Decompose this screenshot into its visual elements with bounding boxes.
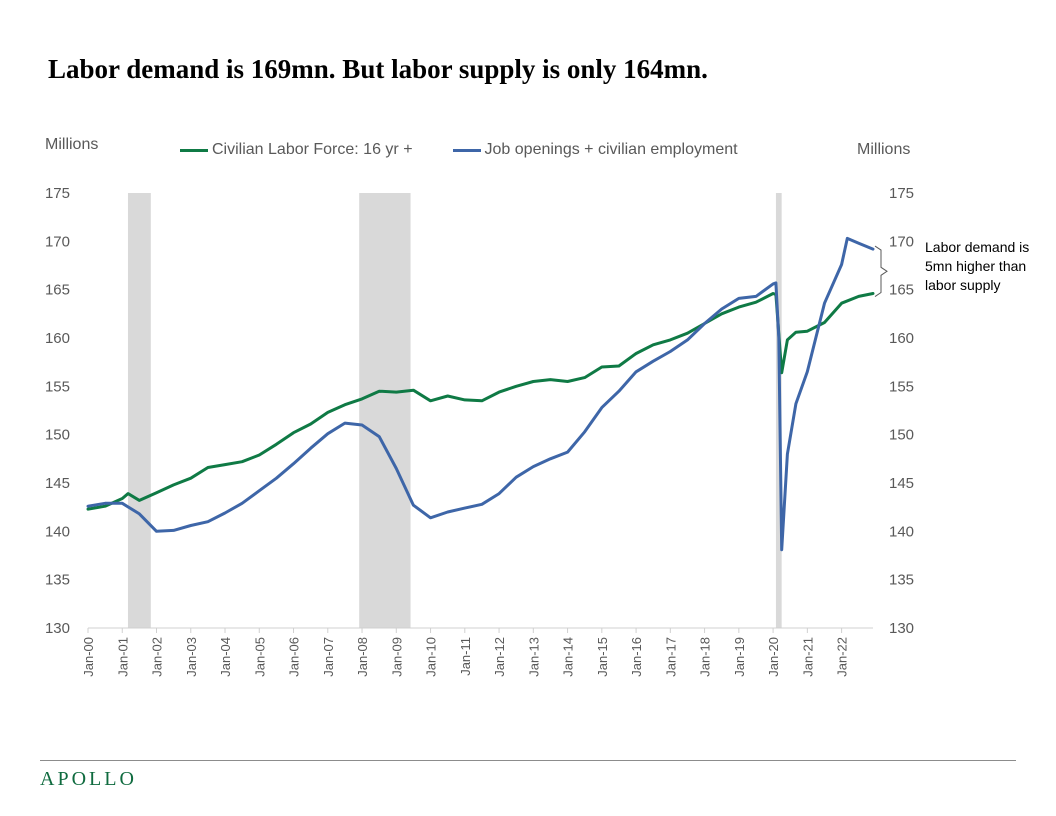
right-axis-units: Millions [857,141,911,158]
x-tick-label-7: Jan-07 [321,637,336,677]
y-tick-left-130: 130 [45,620,70,637]
x-tick-label-9: Jan-09 [389,637,404,677]
x-tick-label-4: Jan-04 [218,637,233,677]
legend-item-demand: Job openings + civilian employment [452,141,738,159]
x-tick-label-3: Jan-03 [184,637,199,677]
legend-swatch-supply [180,148,208,152]
y-tick-left-135: 135 [45,572,70,589]
y-tick-left-175: 175 [45,185,70,202]
gap-annotation: Labor demand is 5mn higher than labor su… [925,239,1030,293]
x-tick-label-21: Jan-21 [800,637,815,677]
y-tick-right-145: 145 [889,475,914,492]
line-chart: 130 130 135 135 140 140 145 145 150 150 155 155 160 1… [45,185,914,677]
legend-swatch-demand [452,148,481,152]
x-tick-label-0: Jan-00 [81,637,96,677]
y-tick-left-160: 160 [45,330,70,347]
x-tick-label-11: Jan-11 [458,637,473,676]
x-tick-label-2: Jan-02 [150,637,165,677]
footer-divider [40,760,1016,761]
x-tick-label-5: Jan-05 [252,637,267,677]
x-tick-label-6: Jan-06 [287,637,302,677]
x-tick-label-15: Jan-15 [595,637,610,677]
y-tick-left-170: 170 [45,233,70,250]
y-tick-right-165: 165 [889,282,914,299]
x-tick-label-12: Jan-12 [492,637,507,677]
legend-label-supply: Civilian Labor Force: 16 yr + [212,141,413,158]
series-line-supply [86,292,875,511]
y-tick-left-150: 150 [45,427,70,444]
apollo-logo: APOLLO [40,768,137,790]
y-tick-right-170: 170 [889,233,914,250]
x-tick-label-8: Jan-08 [355,637,370,677]
y-tick-left-165: 165 [45,282,70,299]
y-tick-right-135: 135 [889,572,914,589]
recession-band-0 [127,193,151,628]
x-tick-label-16: Jan-16 [629,637,644,677]
x-tick-label-13: Jan-13 [526,637,541,677]
x-tick-label-20: Jan-20 [766,637,781,677]
x-tick-label-19: Jan-19 [732,637,747,677]
y-tick-right-160: 160 [889,330,914,347]
y-tick-left-140: 140 [45,523,70,540]
legend-item-supply: Civilian Labor Force: 16 yr + [180,141,413,159]
x-tick-label-10: Jan-10 [424,637,439,677]
y-tick-right-175: 175 [889,185,914,202]
x-tick-label-14: Jan-14 [561,637,576,677]
left-axis-units: Millions [45,136,99,153]
y-tick-right-155: 155 [889,378,914,395]
x-tick-label-1: Jan-01 [115,637,130,677]
series-line-demand [86,236,875,552]
y-tick-left-145: 145 [45,475,70,492]
y-tick-right-140: 140 [889,523,914,540]
legend: Civilian Labor Force: 16 yr + Job openin… [180,141,738,159]
y-tick-right-150: 150 [889,427,914,444]
x-tick-label-17: Jan-17 [663,637,678,677]
chart-title: Labor demand is 169mn. But labor supply … [48,54,708,84]
gap-bracket [874,245,888,297]
y-tick-right-130: 130 [889,620,914,637]
x-tick-label-18: Jan-18 [698,637,713,677]
x-tick-label-22: Jan-22 [835,637,850,677]
recession-band-1 [359,193,411,628]
y-tick-left-155: 155 [45,378,70,395]
legend-label-demand: Job openings + civilian employment [484,141,738,158]
